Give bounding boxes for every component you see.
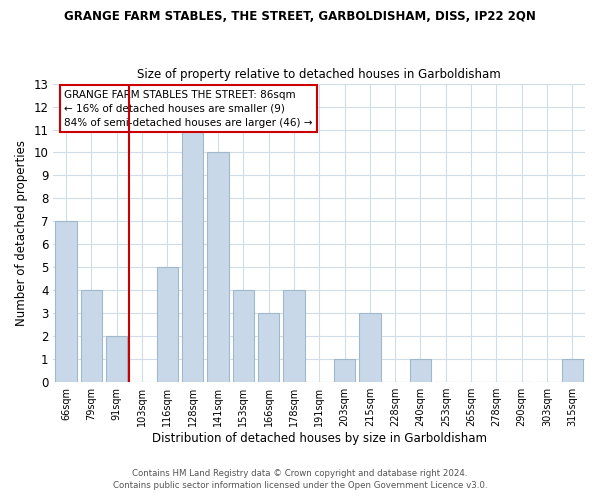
- Bar: [80, 290, 102, 382]
- Bar: [562, 359, 583, 382]
- X-axis label: Distribution of detached houses by size in Garboldisham: Distribution of detached houses by size …: [152, 432, 487, 445]
- Bar: [157, 268, 178, 382]
- Bar: [334, 359, 355, 382]
- Bar: [55, 222, 77, 382]
- Bar: [207, 152, 229, 382]
- Text: Contains HM Land Registry data © Crown copyright and database right 2024.
Contai: Contains HM Land Registry data © Crown c…: [113, 468, 487, 490]
- Y-axis label: Number of detached properties: Number of detached properties: [15, 140, 28, 326]
- Text: GRANGE FARM STABLES, THE STREET, GARBOLDISHAM, DISS, IP22 2QN: GRANGE FARM STABLES, THE STREET, GARBOLD…: [64, 10, 536, 23]
- Bar: [258, 314, 280, 382]
- Bar: [182, 130, 203, 382]
- Bar: [359, 314, 380, 382]
- Title: Size of property relative to detached houses in Garboldisham: Size of property relative to detached ho…: [137, 68, 501, 81]
- Bar: [283, 290, 305, 382]
- Bar: [106, 336, 127, 382]
- Text: GRANGE FARM STABLES THE STREET: 86sqm
← 16% of detached houses are smaller (9)
8: GRANGE FARM STABLES THE STREET: 86sqm ← …: [64, 90, 313, 128]
- Bar: [410, 359, 431, 382]
- Bar: [233, 290, 254, 382]
